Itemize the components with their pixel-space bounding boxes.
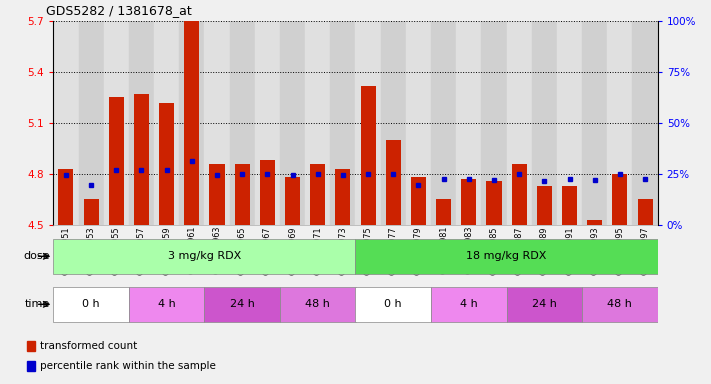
- Bar: [210, 164, 225, 225]
- Bar: [154, 21, 179, 225]
- Bar: [179, 21, 205, 225]
- Bar: [184, 21, 199, 225]
- Text: 24 h: 24 h: [532, 299, 557, 310]
- Text: time: time: [24, 299, 50, 310]
- Bar: [305, 21, 331, 225]
- Bar: [104, 21, 129, 225]
- Bar: [255, 21, 280, 225]
- Bar: [53, 239, 356, 274]
- Bar: [159, 103, 174, 225]
- Bar: [537, 185, 552, 225]
- Bar: [562, 185, 577, 225]
- Bar: [436, 199, 451, 225]
- Bar: [360, 86, 375, 225]
- Bar: [557, 21, 582, 225]
- Bar: [280, 21, 305, 225]
- Bar: [205, 287, 280, 322]
- Text: 18 mg/kg RDX: 18 mg/kg RDX: [466, 251, 547, 262]
- Bar: [582, 21, 607, 225]
- Text: 3 mg/kg RDX: 3 mg/kg RDX: [168, 251, 241, 262]
- Bar: [356, 287, 431, 322]
- Text: transformed count: transformed count: [40, 341, 137, 351]
- Bar: [431, 21, 456, 225]
- Bar: [411, 177, 426, 225]
- Bar: [456, 21, 481, 225]
- Bar: [260, 160, 275, 225]
- Bar: [134, 94, 149, 225]
- Bar: [582, 287, 658, 322]
- Bar: [356, 239, 658, 274]
- Bar: [532, 21, 557, 225]
- Text: 24 h: 24 h: [230, 299, 255, 310]
- Bar: [84, 199, 99, 225]
- Bar: [129, 21, 154, 225]
- Bar: [78, 21, 104, 225]
- Bar: [331, 21, 356, 225]
- Bar: [431, 287, 506, 322]
- Bar: [336, 169, 351, 225]
- Text: dose: dose: [23, 251, 50, 262]
- Bar: [53, 287, 129, 322]
- Bar: [27, 341, 36, 351]
- Bar: [356, 21, 380, 225]
- Bar: [230, 21, 255, 225]
- Bar: [310, 164, 325, 225]
- Bar: [481, 21, 506, 225]
- Bar: [612, 174, 627, 225]
- Bar: [129, 287, 205, 322]
- Text: 48 h: 48 h: [607, 299, 632, 310]
- Bar: [58, 169, 73, 225]
- Text: percentile rank within the sample: percentile rank within the sample: [40, 361, 215, 371]
- Bar: [638, 199, 653, 225]
- Bar: [235, 164, 250, 225]
- Text: 0 h: 0 h: [82, 299, 100, 310]
- Text: 4 h: 4 h: [158, 299, 176, 310]
- Bar: [285, 177, 300, 225]
- Bar: [53, 21, 78, 225]
- Bar: [607, 21, 633, 225]
- Text: 0 h: 0 h: [385, 299, 402, 310]
- Bar: [27, 361, 36, 371]
- Bar: [280, 287, 356, 322]
- Text: 4 h: 4 h: [460, 299, 478, 310]
- Bar: [109, 98, 124, 225]
- Bar: [506, 287, 582, 322]
- Bar: [512, 164, 527, 225]
- Bar: [461, 179, 476, 225]
- Bar: [406, 21, 431, 225]
- Bar: [205, 21, 230, 225]
- Text: GDS5282 / 1381678_at: GDS5282 / 1381678_at: [46, 4, 192, 17]
- Bar: [486, 180, 501, 225]
- Bar: [633, 21, 658, 225]
- Text: 48 h: 48 h: [305, 299, 330, 310]
- Bar: [385, 140, 401, 225]
- Bar: [587, 220, 602, 225]
- Bar: [506, 21, 532, 225]
- Bar: [380, 21, 406, 225]
